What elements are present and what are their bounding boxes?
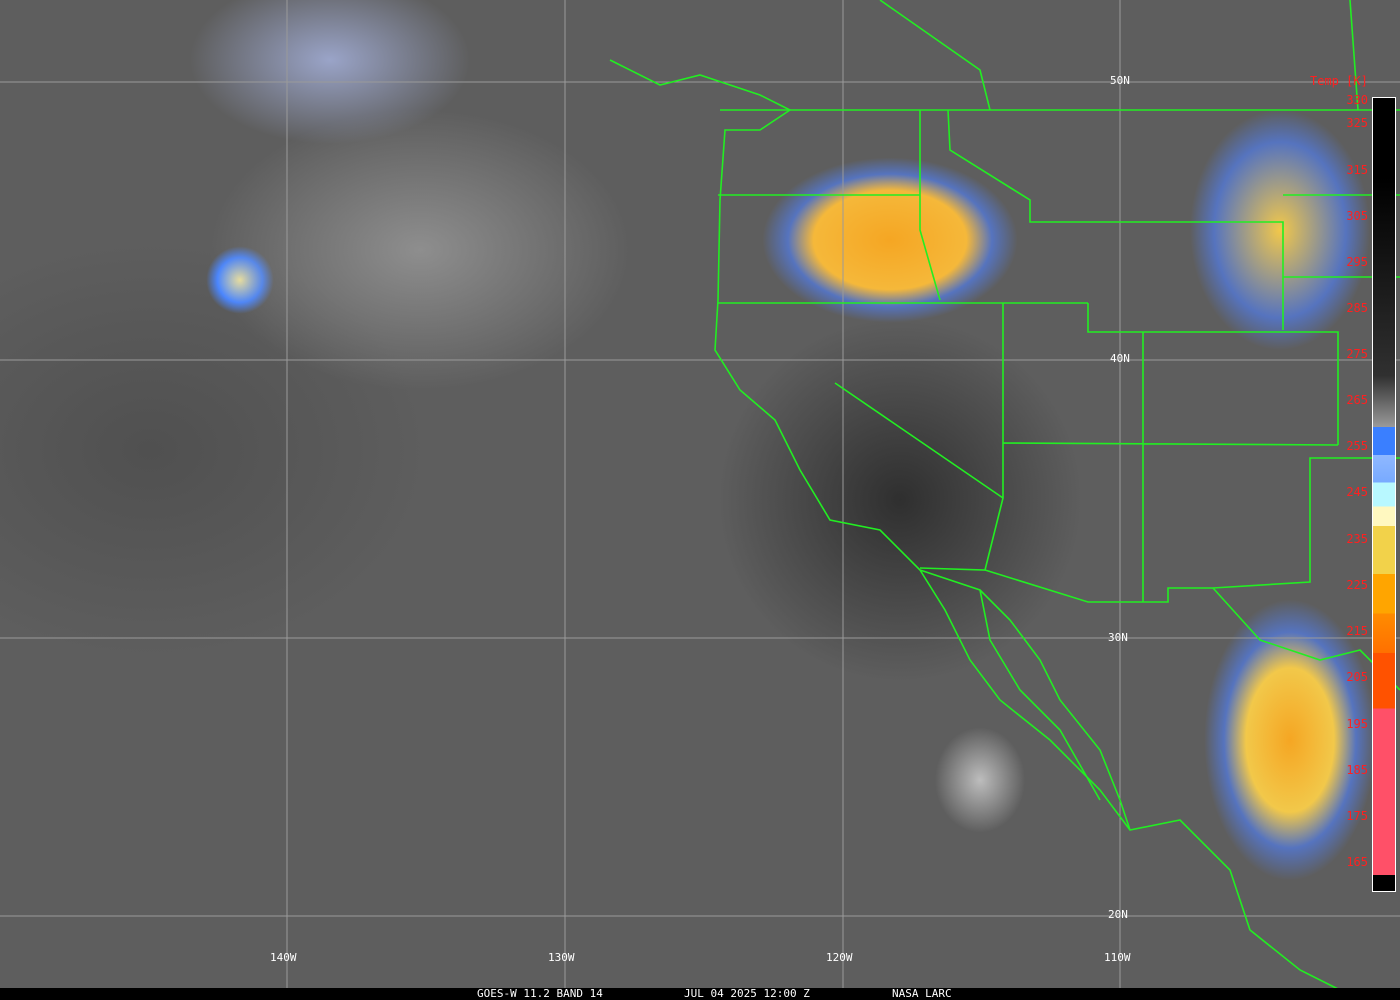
lon-label-130w: 130W xyxy=(548,951,575,964)
colorbar-tick-label: 315 xyxy=(1346,163,1368,177)
lat-label-20n: 20N xyxy=(1108,908,1128,921)
colorbar-tick-label: 265 xyxy=(1346,393,1368,407)
colorbar-tick-label: 255 xyxy=(1346,439,1368,453)
colorbar-tick-label: 185 xyxy=(1346,763,1368,777)
colorbar-tick-label: 225 xyxy=(1346,578,1368,592)
colorbar-tick-label: 165 xyxy=(1346,855,1368,869)
colorbar-tick-label: 330 xyxy=(1346,93,1368,107)
colorbar-tick-label: 215 xyxy=(1346,624,1368,638)
source-label: NASA LARC xyxy=(892,987,952,1000)
colorbar-tick-label: 285 xyxy=(1346,301,1368,315)
colorbar-tick-label: 305 xyxy=(1346,209,1368,223)
colorbar-tick-label: 275 xyxy=(1346,347,1368,361)
colorbar-tick-label: 235 xyxy=(1346,532,1368,546)
baja-coast xyxy=(979,589,1101,801)
colorbar-tick-label: 325 xyxy=(1346,116,1368,130)
west-coastline xyxy=(609,59,1341,991)
timestamp: JUL 04 2025 12:00 Z xyxy=(684,987,810,1000)
colorbar-title: Temp [K] xyxy=(1310,74,1368,88)
colorbar-tick-label: 205 xyxy=(1346,670,1368,684)
state-borders xyxy=(718,109,1400,691)
gulf-of-california-coast xyxy=(919,569,1131,831)
colorbar-tick-label: 295 xyxy=(1346,255,1368,269)
canada-borders xyxy=(879,0,1359,111)
lat-label-40n: 40N xyxy=(1110,352,1130,365)
lat-label-30n: 30N xyxy=(1108,631,1128,644)
colorbar-tick-label: 195 xyxy=(1346,717,1368,731)
colorbar-tick-label: 245 xyxy=(1346,485,1368,499)
lon-label-120w: 120W xyxy=(826,951,853,964)
footer-bar: GOES-W 11.2 BAND 14 JUL 04 2025 12:00 Z … xyxy=(0,988,1400,1000)
satellite-band: GOES-W 11.2 BAND 14 xyxy=(477,987,603,1000)
lon-label-140w: 140W xyxy=(270,951,297,964)
lon-label-110w: 110W xyxy=(1104,951,1131,964)
lat-label-50n: 50N xyxy=(1110,74,1130,87)
borders xyxy=(609,0,1400,991)
colorbar xyxy=(1372,97,1396,892)
colorbar-tick-label: 175 xyxy=(1346,809,1368,823)
